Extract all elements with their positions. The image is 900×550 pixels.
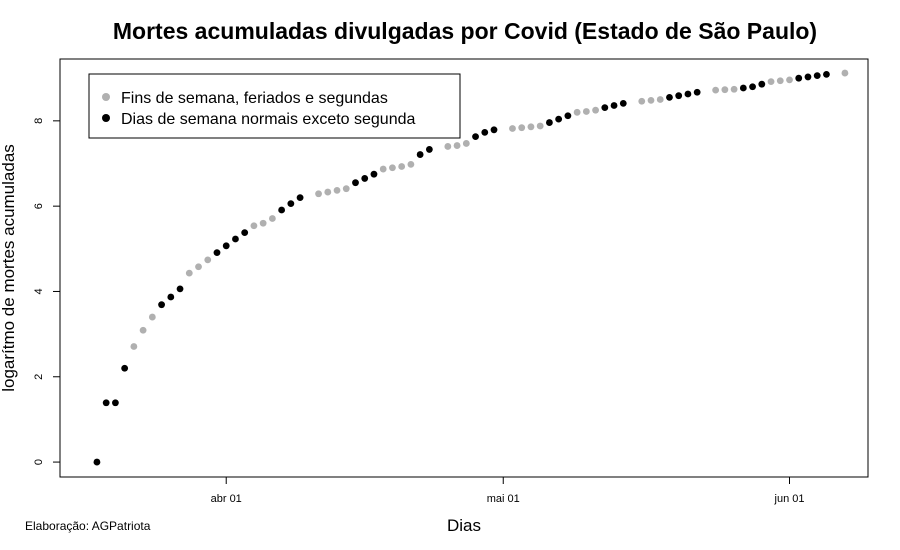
data-point-weekend	[582, 108, 590, 115]
data-point-weekday	[795, 74, 803, 82]
data-point-weekday	[425, 146, 433, 153]
data-point-weekend	[462, 140, 470, 147]
data-point-weekday	[121, 364, 129, 372]
legend-box	[88, 73, 461, 139]
y-axis: 0 2 4 6 8	[33, 118, 61, 465]
data-point-weekday	[416, 151, 424, 158]
x-tick-label: abr 01	[211, 493, 242, 505]
data-point-weekend	[721, 86, 729, 94]
data-point-weekend	[527, 123, 535, 131]
x-axis: abr 01 mai 01 jun 01	[211, 476, 805, 505]
data-point-weekend	[185, 269, 193, 277]
data-point-weekday	[739, 84, 747, 92]
data-point-weekend	[379, 165, 387, 173]
legend-label-black: Dias de semana normais exceto segunda	[121, 111, 415, 128]
data-point-weekday	[222, 242, 230, 250]
data-point-weekend	[712, 86, 720, 94]
data-point-weekend	[841, 69, 849, 77]
data-point-weekday	[813, 72, 821, 80]
data-point-weekday	[490, 126, 498, 134]
data-point-weekend	[342, 185, 350, 193]
data-point-weekend	[130, 343, 138, 350]
data-point-weekend	[398, 163, 406, 170]
data-point-weekend	[509, 125, 516, 132]
y-tick-label: 4	[33, 288, 45, 294]
data-point-weekday	[112, 399, 119, 407]
credit-text: Elaboração: AGPatriota	[25, 519, 151, 533]
data-point-weekend	[638, 97, 646, 105]
data-point-weekday	[546, 119, 553, 126]
data-point-weekday	[472, 133, 479, 141]
y-tick-label: 0	[33, 459, 45, 465]
data-point-weekend	[656, 96, 664, 103]
data-point-weekend	[536, 122, 544, 130]
y-tick-label: 6	[33, 203, 45, 209]
data-point-weekend	[786, 76, 793, 84]
data-point-weekend	[195, 263, 202, 271]
data-point-weekday	[213, 249, 221, 257]
data-point-weekend	[573, 108, 581, 116]
data-point-weekday	[158, 301, 165, 309]
y-axis-title: logarítmo de mortes acumuladas	[0, 144, 18, 392]
x-tick-label: jun 01	[774, 493, 805, 505]
data-point-weekend	[148, 313, 156, 321]
data-point-weekday	[749, 83, 756, 91]
data-point-weekend	[592, 106, 599, 114]
data-point-weekday	[278, 206, 286, 214]
data-point-weekend	[518, 124, 526, 132]
data-point-weekday	[666, 93, 673, 101]
data-point-weekday	[232, 235, 239, 243]
x-axis-title: Dias	[447, 516, 481, 535]
data-point-weekday	[102, 399, 110, 407]
data-point-weekday	[555, 115, 563, 123]
data-point-weekday	[758, 80, 766, 88]
data-point-weekday	[352, 179, 359, 187]
data-point-weekend	[250, 222, 258, 230]
data-point-weekday	[93, 458, 101, 466]
data-point-weekend	[324, 188, 332, 196]
data-point-weekend	[333, 186, 341, 194]
data-point-weekday	[619, 99, 627, 107]
data-point-weekend	[139, 326, 147, 334]
data-point-weekday	[675, 92, 683, 100]
x-tick-label: mai 01	[487, 493, 520, 505]
data-point-weekday	[693, 88, 701, 96]
chart-title: Mortes acumuladas divulgadas por Covid (…	[113, 18, 817, 44]
data-point-weekend	[204, 256, 212, 264]
data-point-weekday	[176, 285, 184, 293]
data-point-weekend	[767, 78, 775, 86]
data-point-weekend	[268, 215, 276, 222]
data-point-weekday	[287, 200, 295, 207]
data-point-weekday	[481, 128, 489, 136]
data-point-weekend	[389, 164, 396, 172]
data-point-weekend	[315, 190, 322, 198]
legend-marker-black	[102, 114, 110, 122]
data-point-weekday	[610, 102, 618, 109]
legend-marker-gray	[102, 93, 110, 101]
data-point-weekday	[361, 175, 369, 182]
data-point-weekday	[296, 194, 304, 202]
data-point-weekday	[684, 90, 692, 98]
y-tick-label: 8	[33, 118, 45, 124]
data-point-weekend	[259, 219, 267, 227]
legend-label-gray: Fins de semana, feriados e segundas	[121, 90, 388, 107]
data-point-weekday	[167, 293, 175, 301]
data-point-weekend	[407, 160, 415, 168]
data-point-weekend	[647, 96, 655, 104]
data-point-weekday	[823, 70, 830, 78]
data-point-weekend	[453, 142, 461, 149]
legend: Fins de semana, feriados e segundas Dias…	[88, 73, 461, 139]
data-point-weekend	[730, 85, 738, 93]
data-point-weekday	[370, 170, 378, 178]
data-point-weekend	[444, 143, 452, 150]
data-point-weekday	[601, 104, 609, 112]
data-point-weekend	[776, 77, 784, 85]
data-point-weekday	[241, 229, 249, 236]
data-point-weekday	[564, 112, 572, 120]
data-point-weekday	[804, 73, 812, 81]
y-tick-label: 2	[33, 374, 45, 380]
data-points	[93, 69, 849, 466]
